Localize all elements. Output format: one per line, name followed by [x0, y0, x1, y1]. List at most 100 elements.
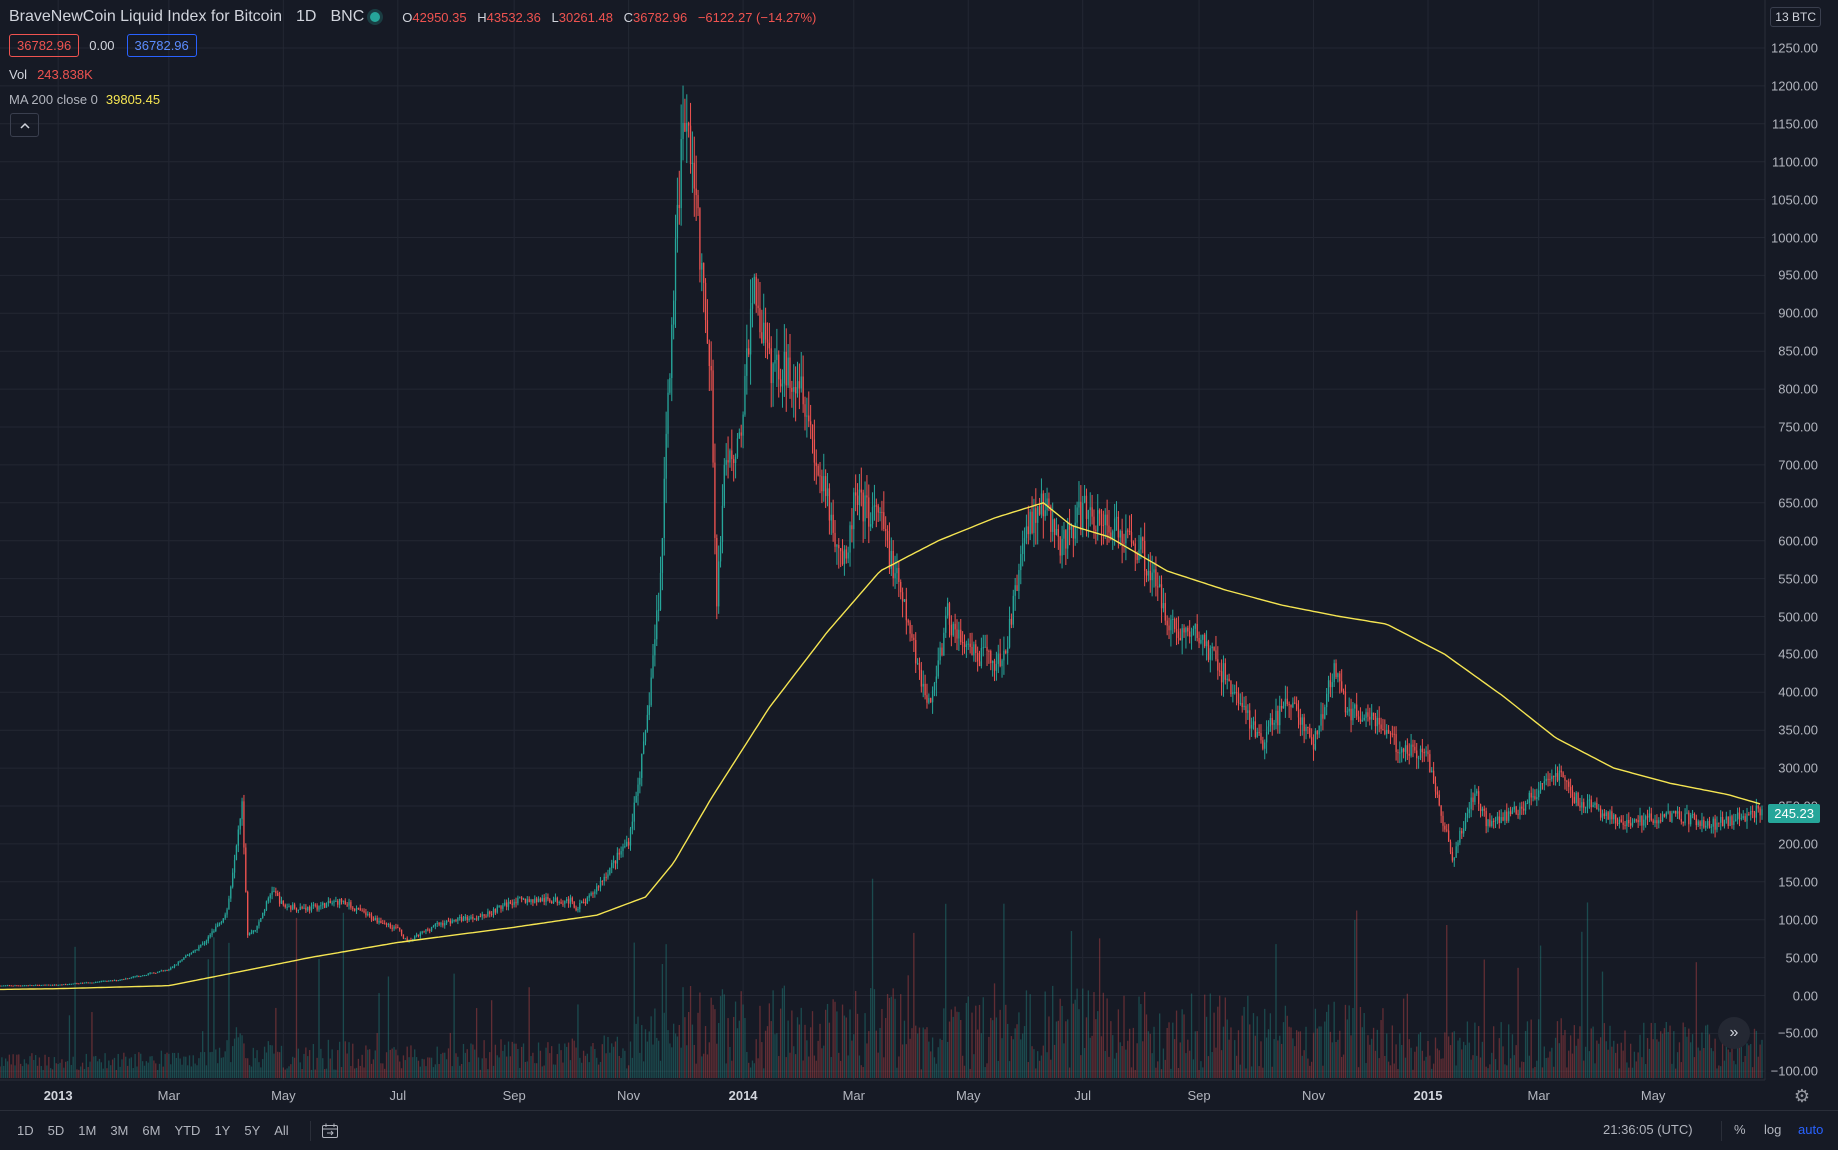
- candle-body: [710, 366, 712, 371]
- volume-bar: [1553, 1066, 1555, 1078]
- candle: [1378, 706, 1380, 733]
- candle: [868, 484, 870, 544]
- range-1y-button[interactable]: 1Y: [214, 1123, 231, 1138]
- range-ytd-button[interactable]: YTD: [174, 1123, 201, 1138]
- candle-body: [716, 537, 718, 607]
- price-tick-label: 0.00: [1792, 988, 1818, 1003]
- candle: [937, 647, 939, 679]
- range-5d-button[interactable]: 5D: [47, 1123, 65, 1138]
- volume-bar: [361, 1054, 363, 1078]
- volume-bar: [997, 1060, 999, 1078]
- candle-body: [560, 902, 562, 904]
- candle-body: [678, 204, 680, 209]
- symbol-name[interactable]: BraveNewCoin Liquid Index for Bitcoin: [9, 8, 283, 25]
- candle-body: [1209, 648, 1211, 660]
- volume-bar: [922, 1027, 924, 1078]
- volume-bar: [1648, 1048, 1651, 1078]
- percent-scale-toggle[interactable]: %: [1734, 1122, 1746, 1137]
- candle-body: [824, 476, 827, 497]
- candle-body: [751, 302, 754, 309]
- volume-bar: [1104, 1050, 1106, 1078]
- volume-bar: [1228, 1039, 1230, 1078]
- candle-body: [102, 980, 104, 982]
- currency-prefix: 13: [1775, 10, 1789, 24]
- range-1d-button[interactable]: 1D: [17, 1123, 34, 1138]
- high-value: 43532.36: [486, 9, 541, 25]
- sell-price-button[interactable]: 36782.96: [9, 34, 80, 57]
- candle-body: [1089, 507, 1091, 511]
- auto-scale-toggle[interactable]: auto: [1798, 1122, 1824, 1137]
- candle: [1592, 802, 1594, 808]
- candle: [1594, 801, 1596, 808]
- gear-icon[interactable]: ⚙: [1793, 1086, 1811, 1106]
- candle: [1031, 496, 1033, 535]
- candle-body: [1404, 745, 1407, 752]
- candle-body: [1134, 543, 1136, 553]
- candle: [271, 886, 273, 900]
- candle-body: [871, 507, 874, 525]
- volume-bar: [1014, 1028, 1016, 1078]
- ma-legend[interactable]: MA 200 close 0 39805.45: [9, 92, 160, 107]
- log-scale-toggle[interactable]: log: [1764, 1122, 1782, 1137]
- buy-price-button[interactable]: 36782.96: [126, 34, 197, 57]
- candle: [721, 484, 724, 554]
- candle: [387, 922, 390, 928]
- candle: [378, 917, 380, 925]
- volume-bar: [809, 1027, 812, 1078]
- candle-body: [1432, 770, 1435, 784]
- candle: [1020, 545, 1022, 585]
- collapse-legend-button[interactable]: [10, 113, 39, 137]
- range-1m-button[interactable]: 1M: [78, 1123, 97, 1138]
- candle: [1149, 552, 1151, 593]
- volume-bar: [1468, 1042, 1470, 1078]
- volume-legend[interactable]: Vol 243.838K: [9, 67, 93, 82]
- candle-body: [569, 897, 572, 904]
- candle-body: [504, 902, 506, 906]
- candle: [1489, 813, 1491, 828]
- candle-body: [235, 845, 238, 861]
- candle: [1646, 809, 1649, 825]
- volume-bar: [250, 1066, 253, 1078]
- interval-label[interactable]: 1D: [296, 8, 317, 25]
- candle: [746, 324, 748, 395]
- volume-bar: [1686, 1036, 1688, 1078]
- candle: [1748, 811, 1750, 816]
- candle: [823, 453, 825, 502]
- utc-clock[interactable]: 21:36:05 (UTC): [1603, 1122, 1693, 1137]
- candle-body: [267, 898, 269, 902]
- currency-badge[interactable]: 13 BTC: [1770, 7, 1821, 27]
- range-6m-button[interactable]: 6M: [142, 1123, 161, 1138]
- calendar-goto-icon[interactable]: [321, 1123, 339, 1139]
- volume-bar: [492, 1065, 495, 1078]
- candle-body: [847, 552, 849, 559]
- candle-body: [1316, 731, 1318, 735]
- range-5y-button[interactable]: 5Y: [244, 1123, 261, 1138]
- volume-bar: [170, 1064, 172, 1078]
- candle: [1014, 577, 1016, 611]
- candle-body: [1720, 817, 1722, 823]
- candle: [1513, 801, 1515, 813]
- volume-bar: [417, 1060, 420, 1078]
- scroll-to-realtime-button[interactable]: »: [1718, 1017, 1750, 1049]
- candle: [414, 935, 416, 941]
- candle: [590, 891, 592, 897]
- volume-bar: [1354, 919, 1356, 1078]
- volume-bar: [1573, 1025, 1576, 1078]
- candle: [307, 906, 309, 912]
- candle: [132, 975, 134, 979]
- candle: [81, 982, 84, 984]
- range-3m-button[interactable]: 3M: [110, 1123, 129, 1138]
- volume-bar: [85, 1053, 87, 1078]
- candle: [1318, 725, 1320, 738]
- volume-bar: [1464, 1045, 1467, 1078]
- candle-body: [466, 916, 468, 921]
- candle: [1650, 807, 1652, 822]
- candle: [385, 922, 388, 928]
- volume-bar: [1050, 1059, 1052, 1078]
- candle: [1113, 503, 1116, 546]
- candle: [404, 937, 406, 940]
- candle: [188, 953, 191, 957]
- candle: [1095, 525, 1097, 545]
- range-all-button[interactable]: All: [274, 1123, 289, 1138]
